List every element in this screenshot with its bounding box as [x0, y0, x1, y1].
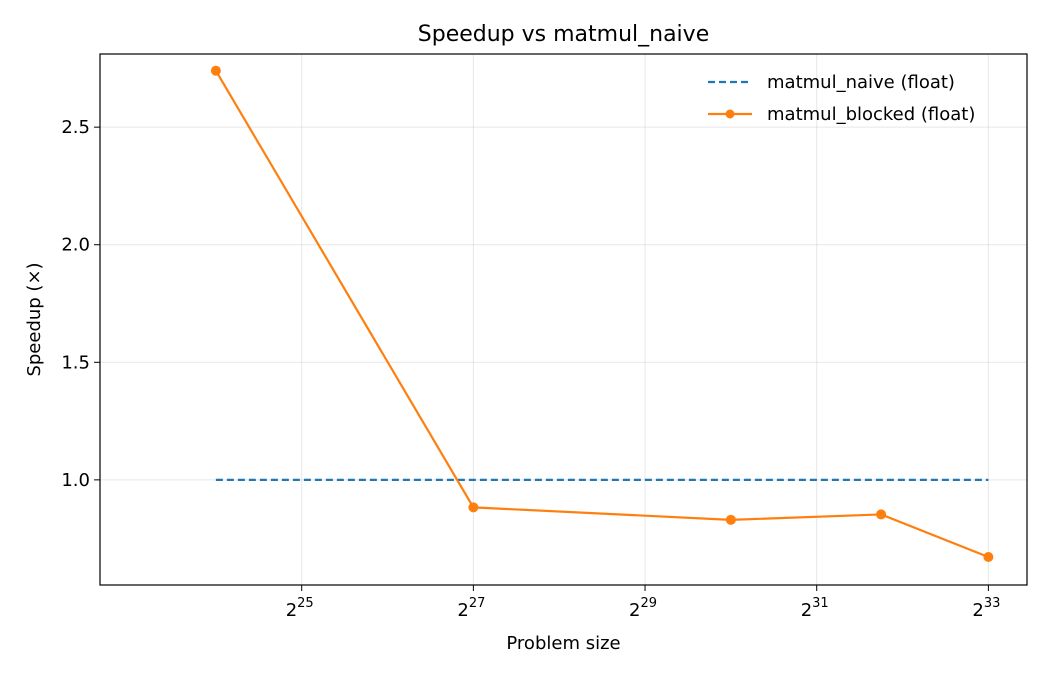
x-tick-base: 2	[801, 600, 812, 621]
x-tick-exponent: 25	[297, 596, 314, 611]
x-tick-label: 227	[457, 596, 485, 621]
x-tick-exponent: 29	[640, 596, 657, 611]
chart-title: Speedup vs matmul_naive	[418, 22, 709, 47]
plot-series	[210, 65, 994, 562]
legend-swatch-marker	[725, 109, 735, 119]
x-tick-label: 231	[801, 596, 829, 621]
x-axis-label: Problem size	[506, 633, 620, 654]
data-point	[983, 551, 994, 562]
y-tick-label: 1.5	[61, 352, 90, 373]
x-tick-base: 2	[286, 600, 297, 621]
data-point	[210, 65, 221, 76]
legend-label: matmul_naive (float)	[767, 72, 955, 93]
y-axis-label: Speedup (×)	[24, 262, 45, 376]
plot-frame	[99, 53, 1028, 586]
legend: matmul_naive (float) matmul_blocked (floa…	[708, 72, 975, 125]
x-tick-exponent: 27	[469, 596, 486, 611]
x-tick-exponent: 31	[812, 596, 829, 611]
x-tick-base: 2	[629, 600, 640, 621]
y-tick-label: 2.0	[61, 235, 90, 256]
data-point	[468, 502, 479, 513]
legend-label: matmul_blocked (float)	[767, 104, 975, 125]
y-tick-label: 2.5	[61, 117, 90, 138]
y-tick-label: 1.0	[61, 470, 90, 491]
x-tick-base: 2	[972, 600, 983, 621]
x-tick-exponent: 33	[984, 596, 1001, 611]
x-tick-label: 233	[972, 596, 1000, 621]
data-point	[876, 509, 887, 520]
x-tick-base: 2	[457, 600, 468, 621]
x-tick-label: 229	[629, 596, 657, 621]
x-tick-label: 225	[286, 596, 314, 621]
data-point	[725, 514, 736, 525]
